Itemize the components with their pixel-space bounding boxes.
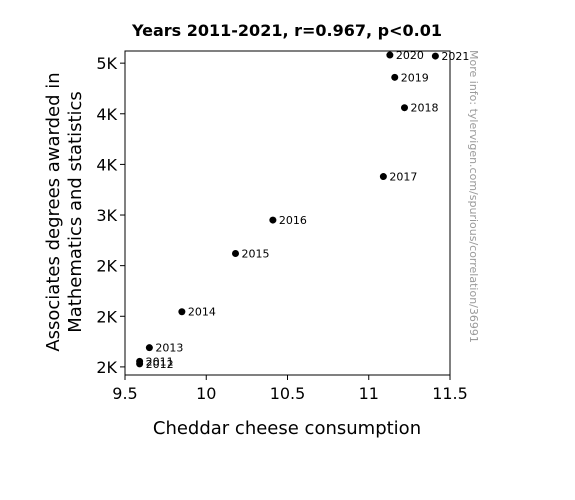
data-point [232, 250, 239, 257]
data-point-label: 2014 [188, 306, 216, 319]
y-tick-label: 3K [96, 206, 117, 225]
data-point-label: 2016 [279, 214, 307, 227]
y-tick-label: 2K [96, 257, 117, 276]
data-point-label: 2013 [155, 342, 183, 355]
chart-title: Years 2011-2021, r=0.967, p<0.01 [131, 21, 442, 40]
data-point [269, 216, 277, 224]
x-tick-label: 11.5 [432, 384, 468, 403]
x-tick-label: 10 [196, 384, 216, 403]
y-tick-label: 2K [96, 358, 117, 377]
data-point [391, 73, 399, 81]
y-tick-label: 2K [96, 307, 117, 326]
x-axis-label: Cheddar cheese consumption [153, 418, 421, 439]
side-note-text: More info: tylervigen.com/spurious/corre… [467, 50, 480, 343]
data-point-label: 2018 [411, 102, 439, 115]
data-point [386, 51, 394, 59]
data-point-label: 2011 [146, 355, 174, 368]
x-axis: 9.5 10 10.5 11 11.5 [112, 375, 468, 403]
x-tick-label: 9.5 [112, 384, 137, 403]
y-tick-label: 4K [96, 105, 117, 124]
data-point-label: 2015 [242, 248, 270, 261]
data-point [379, 173, 387, 181]
data-point-label: 2020 [396, 49, 424, 62]
plot-area [124, 50, 451, 376]
x-tick-label: 10.5 [270, 384, 306, 403]
y-axis-label: Associates degrees awarded in Mathematic… [43, 72, 86, 351]
y-axis: 2K 2K 2K 3K 4K 4K 5K [96, 54, 125, 377]
data-point [145, 344, 153, 352]
y-axis-label-line-2: Mathematics and statistics [65, 91, 86, 333]
x-tick-label: 11 [359, 384, 379, 403]
side-note: More info: tylervigen.com/spurious/corre… [467, 50, 480, 343]
data-point [431, 52, 439, 60]
data-point [136, 360, 144, 368]
data-point-label: 2019 [401, 71, 429, 84]
data-point-label: 2012 [146, 358, 174, 371]
y-axis-label-line-1: Associates degrees awarded in [43, 72, 64, 351]
data-point-label: 2021 [441, 50, 469, 63]
data-point-label: 2017 [389, 171, 417, 184]
data-point [178, 308, 186, 316]
data-point [401, 104, 408, 112]
y-tick-label: 5K [96, 54, 117, 73]
y-tick-label: 4K [96, 155, 117, 174]
